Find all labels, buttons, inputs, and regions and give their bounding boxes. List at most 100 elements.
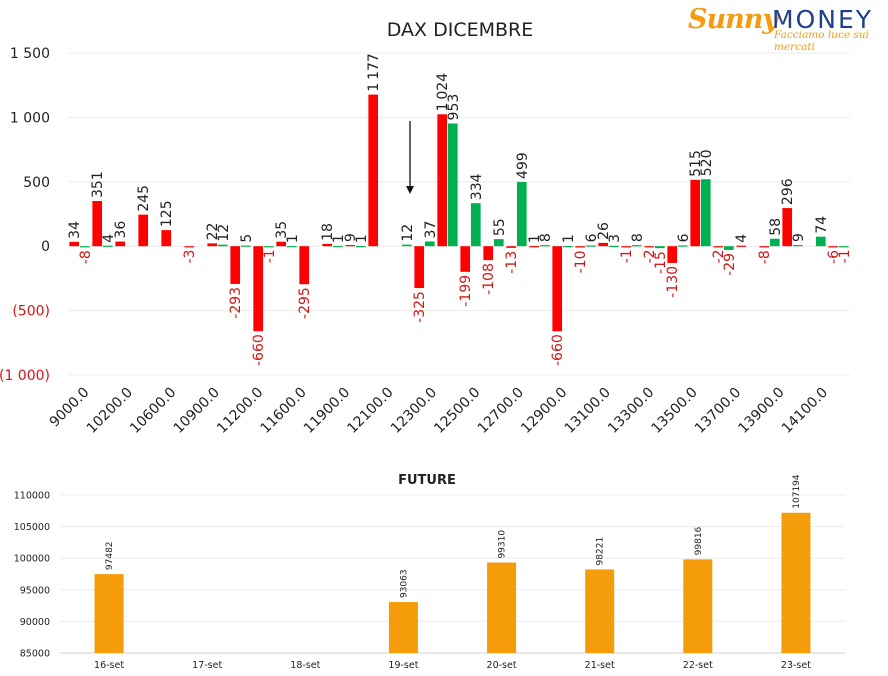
data-label: 8 xyxy=(630,233,646,242)
data-label: -199 xyxy=(458,275,474,307)
green-bar xyxy=(516,181,527,247)
future-bar xyxy=(388,602,418,653)
red-bar xyxy=(759,246,770,248)
bars xyxy=(94,512,811,653)
y-tick-label: 500 xyxy=(23,175,50,191)
x-tick-label: 16-set xyxy=(94,660,124,671)
x-tick-label: 23-set xyxy=(781,660,811,671)
data-label: -10 xyxy=(573,250,589,273)
red-bar xyxy=(506,246,517,248)
y-axis-tick-labels: 85000 90000 95000 100000 105000 110000 xyxy=(14,491,50,660)
data-label: 37 xyxy=(423,221,439,239)
data-label: 36 xyxy=(113,221,129,239)
data-label: 1 xyxy=(527,234,543,243)
chart-title: FUTURE xyxy=(398,473,456,488)
data-label: -2 xyxy=(711,249,727,263)
data-label: -29 xyxy=(722,253,738,276)
green-bar xyxy=(240,245,251,247)
y-tick-label: 110000 xyxy=(14,491,50,502)
red-bar xyxy=(782,208,793,247)
y-tick-label: 100000 xyxy=(14,554,50,565)
data-label: -15 xyxy=(653,251,669,274)
red-bar xyxy=(713,246,724,248)
data-label: 107194 xyxy=(792,474,802,509)
green-bar xyxy=(79,246,90,248)
red-bar xyxy=(644,246,655,248)
data-label: -130 xyxy=(665,266,681,298)
x-tick-label: 11200.0 xyxy=(214,385,266,437)
logo-brand-sunny: Sunny xyxy=(688,4,778,35)
green-bar xyxy=(562,246,573,248)
data-label: -13 xyxy=(504,251,520,274)
data-labels: 34-8351436245125-32212-2935-660-1351-295… xyxy=(67,53,853,366)
data-label: 12 xyxy=(400,224,416,242)
red-bar xyxy=(621,246,632,248)
x-tick-label: 12100.0 xyxy=(344,385,396,437)
future-bar xyxy=(781,512,811,653)
red-bar xyxy=(414,246,425,289)
data-label: 26 xyxy=(596,222,612,240)
data-label: 520 xyxy=(699,149,715,176)
data-label: 34 xyxy=(67,221,83,239)
data-label: 8 xyxy=(538,233,554,242)
x-tick-label: 11900.0 xyxy=(301,385,353,437)
data-label: -660 xyxy=(550,334,566,366)
red-bar xyxy=(92,200,103,247)
y-tick-label: 90000 xyxy=(20,617,50,628)
red-bar xyxy=(276,241,287,247)
red-bar xyxy=(552,246,563,332)
x-axis-tick-labels: 9000.010200.010600.010900.011200.011600.… xyxy=(47,385,832,437)
data-label: 351 xyxy=(90,171,106,198)
red-bar xyxy=(138,214,149,247)
green-bar xyxy=(424,241,435,247)
green-bar xyxy=(815,236,826,247)
data-label: 6 xyxy=(584,233,600,242)
data-label: 74 xyxy=(814,216,830,234)
logo-brand-money: MONEY xyxy=(772,5,874,34)
y-tick-label: 1 500 xyxy=(10,46,50,62)
future-chart: FUTURE 85000 90000 95000 100000 105000 110000… xyxy=(14,473,845,671)
green-bar xyxy=(838,246,849,248)
red-bar xyxy=(460,246,471,272)
red-bar xyxy=(115,241,126,247)
data-label: 97482 xyxy=(105,541,115,570)
red-bar xyxy=(736,245,747,247)
red-bar xyxy=(253,246,264,332)
y-gridlines xyxy=(60,494,845,654)
green-bar xyxy=(723,246,734,250)
x-tick-label: 13500.0 xyxy=(649,385,701,437)
red-bar xyxy=(368,94,379,247)
data-label: -1 xyxy=(262,249,278,263)
x-tick-label: 14100.0 xyxy=(779,385,831,437)
green-bar xyxy=(263,246,274,248)
data-label: 1 xyxy=(354,234,370,243)
data-label: -660 xyxy=(251,334,267,366)
sunny-money-logo: Sunny MONEY Facciamo luce sui mercati xyxy=(684,2,888,53)
data-label: 334 xyxy=(469,173,485,200)
data-label: 499 xyxy=(515,152,531,179)
green-bar xyxy=(332,246,343,248)
red-bar xyxy=(230,246,241,284)
data-label: 99310 xyxy=(498,530,508,559)
y-tick-label: 105000 xyxy=(14,522,50,533)
data-label: -325 xyxy=(412,291,428,323)
red-bar xyxy=(184,246,195,248)
data-label: 9 xyxy=(791,233,807,242)
data-label: 1 024 xyxy=(435,73,451,112)
x-tick-label: 11600.0 xyxy=(258,385,310,437)
data-label: 1 xyxy=(331,234,347,243)
data-label: 58 xyxy=(768,218,784,236)
green-bar xyxy=(585,245,596,247)
green-bar xyxy=(493,239,504,247)
red-bar xyxy=(529,246,540,248)
data-label: -8 xyxy=(757,250,773,264)
y-tick-label: (1 000) xyxy=(0,368,50,384)
x-tick-label: 10200.0 xyxy=(84,385,136,437)
bars xyxy=(69,94,849,332)
green-bar xyxy=(677,245,688,247)
x-tick-label: 13900.0 xyxy=(735,385,787,437)
data-label: -2 xyxy=(642,249,658,263)
data-label: -3 xyxy=(182,250,198,264)
data-label: 5 xyxy=(239,234,255,243)
down-arrow-icon xyxy=(406,121,414,194)
